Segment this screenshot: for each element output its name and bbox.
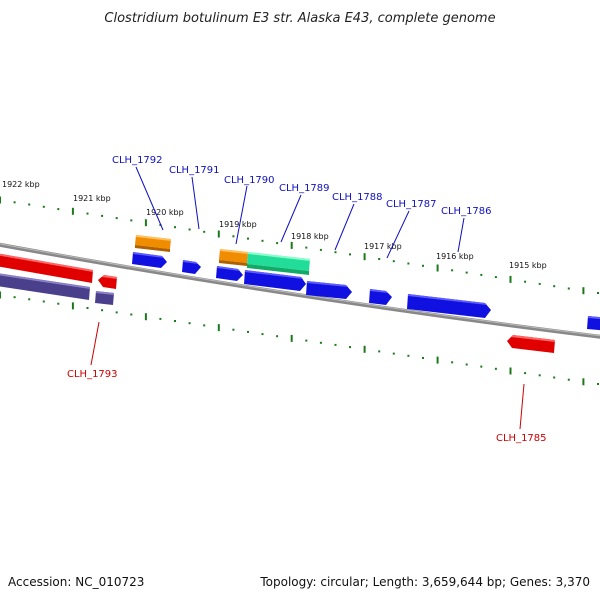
gene-reverse-slate-small[interactable]	[95, 291, 114, 305]
gene-label-clh-1786[interactable]: CLH_1786	[441, 206, 492, 217]
kbp-label: 1916 kbp	[436, 252, 474, 261]
gene-forward-edge[interactable]	[587, 316, 600, 331]
kbp-label: 1921 kbp	[73, 194, 111, 203]
gene-clh-1791[interactable]	[182, 260, 201, 274]
gene-clh-1793[interactable]	[98, 275, 117, 289]
leader-line	[457, 217, 465, 253]
gene-clh-1788[interactable]	[306, 281, 352, 299]
leader-line	[90, 321, 100, 366]
kbp-label: 1922 kbp	[2, 180, 40, 189]
leader-line	[135, 166, 164, 231]
kbp-label: 1918 kbp	[291, 232, 329, 241]
gene-clh-1792[interactable]	[132, 252, 167, 268]
gene-clh-1790[interactable]	[216, 266, 243, 281]
kbp-label: 1915 kbp	[509, 261, 547, 270]
accession-text: Accession: NC_010723	[8, 575, 144, 589]
gene-clh-1786[interactable]	[407, 294, 491, 318]
gene-label-clh-1788[interactable]: CLH_1788	[332, 192, 383, 203]
gene-label-clh-1792[interactable]: CLH_1792	[112, 155, 163, 166]
leader-line	[235, 185, 248, 245]
genome-backbone	[0, 242, 600, 339]
lower-scale	[0, 291, 599, 386]
gene-reverse-slate-left[interactable]	[0, 272, 90, 300]
gene-clh-1789[interactable]	[244, 270, 306, 291]
feature-orange-2[interactable]	[219, 249, 248, 266]
leader-line	[519, 383, 525, 430]
gene-label-clh-1790[interactable]: CLH_1790	[224, 175, 275, 186]
gene-label-clh-1787[interactable]: CLH_1787	[386, 199, 437, 210]
map-title: Clostridium botulinum E3 str. Alaska E43…	[104, 11, 495, 26]
leader-line	[191, 176, 200, 230]
gene-clh-1787[interactable]	[369, 289, 392, 305]
gene-label-clh-1785[interactable]: CLH_1785	[496, 433, 547, 444]
gene-label-clh-1791[interactable]: CLH_1791	[169, 165, 220, 176]
leader-line	[386, 210, 410, 259]
feature-orange-1[interactable]	[135, 235, 171, 252]
gene-reverse-red-left[interactable]	[0, 252, 93, 283]
genome-backbone-highlight	[0, 243, 600, 337]
kbp-label: 1917 kbp	[364, 242, 402, 251]
topology-text: Topology: circular; Length: 3,659,644 bp…	[259, 575, 590, 589]
gene-clh-1785[interactable]	[507, 335, 555, 353]
leader-line	[280, 194, 302, 243]
leader-line	[334, 203, 355, 251]
kbp-label: 1920 kbp	[146, 208, 184, 217]
kbp-label: 1919 kbp	[219, 220, 257, 229]
gene-label-clh-1789[interactable]: CLH_1789	[279, 183, 330, 194]
gene-label-clh-1793[interactable]: CLH_1793	[67, 369, 118, 380]
feature-teal[interactable]	[247, 252, 310, 275]
